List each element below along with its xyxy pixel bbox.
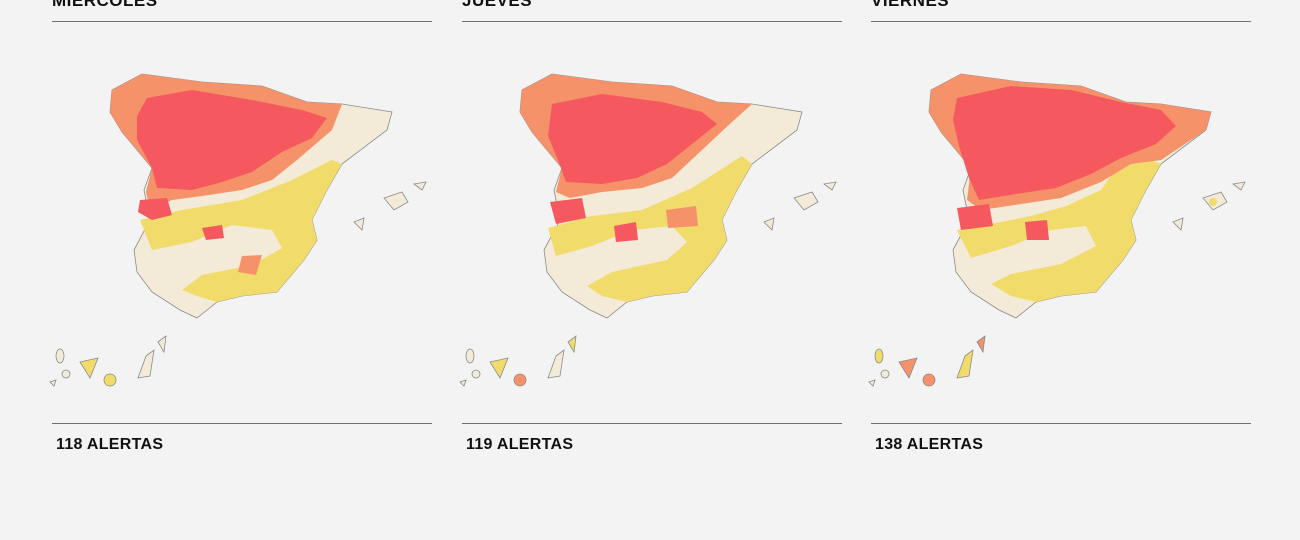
bottom-divider <box>871 423 1251 424</box>
region-red-center <box>1025 220 1049 240</box>
bottom-divider <box>462 423 842 424</box>
spain-alert-map-icon <box>868 73 1246 387</box>
region-red <box>548 94 717 184</box>
day-title: JUEVES <box>462 0 533 10</box>
region-red-center <box>614 222 638 242</box>
canary-islands <box>49 335 167 387</box>
region-red-west <box>550 198 586 224</box>
region-orange-center <box>666 206 698 228</box>
region-yellow <box>957 158 1161 302</box>
region-red-center <box>202 225 224 240</box>
alert-count: 119 ALERTAS <box>466 436 574 453</box>
forecast-panel-thursday: JUEVES 119 ALERTAS <box>459 0 842 470</box>
forecast-panel-wednesday: MIÉRCOLES 118 ALERTAS <box>49 0 432 470</box>
balearic-islands <box>763 181 837 231</box>
top-divider <box>871 21 1251 22</box>
top-divider <box>462 21 842 22</box>
canary-islands <box>459 335 577 387</box>
balearic-islands <box>1172 181 1246 231</box>
region-red-west <box>138 198 172 220</box>
canary-islands <box>868 335 986 387</box>
alert-count: 138 ALERTAS <box>875 436 984 453</box>
region-red <box>953 86 1176 200</box>
region-red <box>137 90 327 190</box>
bottom-divider <box>52 423 432 424</box>
day-title: VIERNES <box>871 0 950 10</box>
region-yellow <box>548 156 752 302</box>
region-yellow <box>140 160 342 302</box>
alert-count: 118 ALERTAS <box>56 436 164 453</box>
region-orange-south <box>238 255 262 275</box>
top-divider <box>52 21 432 22</box>
region-red-west <box>957 204 993 230</box>
day-title: MIÉRCOLES <box>52 0 158 10</box>
balearic-yellow-patch <box>1209 198 1217 206</box>
balearic-islands <box>353 181 427 231</box>
forecast-panel-friday: VIERNES 138 ALERTAS <box>868 0 1251 470</box>
spain-alert-map-icon <box>459 73 837 387</box>
spain-alert-map-icon <box>49 73 427 387</box>
